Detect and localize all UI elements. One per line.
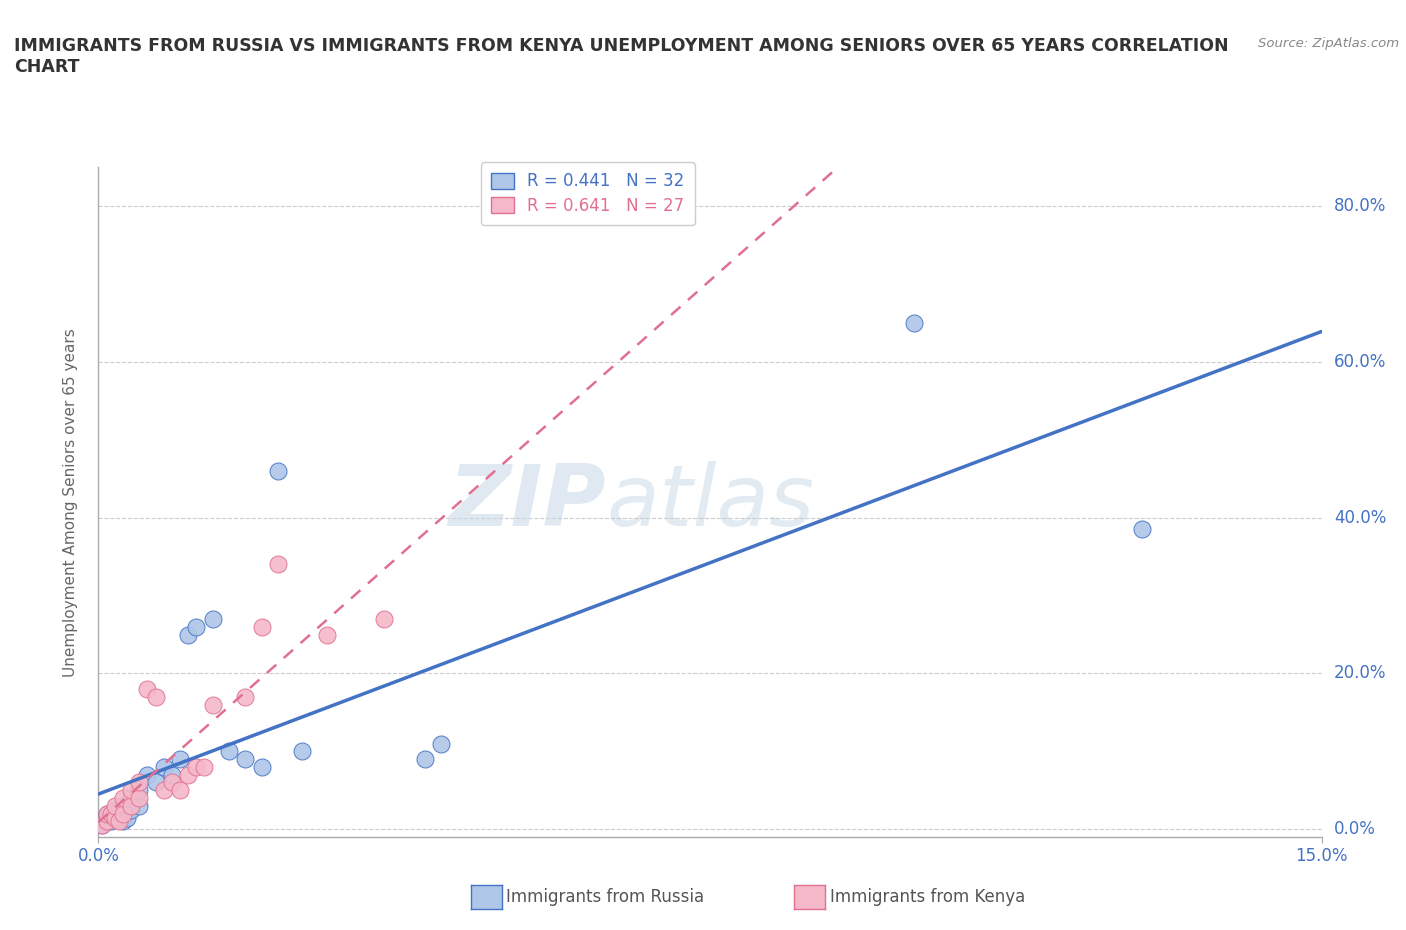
Text: atlas: atlas: [606, 460, 814, 544]
Point: [111, 806, 134, 821]
Point: [111, 790, 134, 805]
Point: [136, 682, 159, 697]
Text: 20.0%: 20.0%: [1334, 665, 1386, 683]
Point: [111, 806, 134, 821]
Text: Source: ZipAtlas.com: Source: ZipAtlas.com: [1258, 37, 1399, 50]
Text: IMMIGRANTS FROM RUSSIA VS IMMIGRANTS FROM KENYA UNEMPLOYMENT AMONG SENIORS OVER : IMMIGRANTS FROM RUSSIA VS IMMIGRANTS FRO…: [14, 37, 1229, 76]
Point: [128, 790, 150, 805]
Point: [250, 619, 273, 634]
Point: [96, 806, 118, 821]
Point: [136, 767, 159, 782]
Legend: R = 0.441   N = 32, R = 0.641   N = 27: R = 0.441 N = 32, R = 0.641 N = 27: [481, 163, 695, 225]
Point: [160, 767, 183, 782]
Point: [96, 814, 118, 829]
Point: [91, 817, 114, 832]
Point: [169, 783, 191, 798]
Point: [115, 810, 138, 825]
Point: [373, 612, 395, 627]
Point: [111, 799, 134, 814]
Point: [128, 775, 150, 790]
Text: Immigrants from Russia: Immigrants from Russia: [506, 888, 704, 907]
Y-axis label: Unemployment Among Seniors over 65 years: Unemployment Among Seniors over 65 years: [63, 328, 77, 677]
Point: [201, 612, 224, 627]
Point: [152, 783, 174, 798]
Point: [152, 760, 174, 775]
Point: [120, 803, 142, 817]
Point: [128, 783, 150, 798]
Point: [120, 790, 142, 805]
Text: 80.0%: 80.0%: [1334, 197, 1386, 216]
Text: 60.0%: 60.0%: [1334, 353, 1386, 371]
Point: [91, 817, 114, 832]
Text: 0.0%: 0.0%: [1334, 820, 1375, 838]
Point: [145, 775, 167, 790]
Point: [104, 810, 127, 825]
Point: [108, 806, 131, 821]
Point: [169, 751, 191, 766]
Point: [100, 806, 122, 821]
Point: [186, 619, 208, 634]
Point: [160, 775, 183, 790]
Point: [120, 799, 142, 814]
Point: [96, 814, 118, 829]
Point: [201, 698, 224, 712]
Point: [903, 315, 925, 330]
Point: [104, 810, 127, 825]
Point: [128, 799, 150, 814]
Point: [96, 806, 118, 821]
Point: [108, 814, 131, 829]
Point: [104, 799, 127, 814]
Point: [267, 557, 290, 572]
Point: [218, 744, 240, 759]
Point: [104, 803, 127, 817]
Point: [177, 627, 200, 642]
Point: [1130, 522, 1153, 537]
Point: [233, 689, 256, 704]
Point: [111, 814, 134, 829]
Text: 40.0%: 40.0%: [1334, 509, 1386, 526]
Text: ZIP: ZIP: [449, 460, 606, 544]
Point: [315, 627, 337, 642]
Point: [233, 751, 256, 766]
Point: [250, 760, 273, 775]
Point: [120, 783, 142, 798]
Text: Immigrants from Kenya: Immigrants from Kenya: [830, 888, 1025, 907]
Point: [291, 744, 314, 759]
Point: [186, 760, 208, 775]
Point: [193, 760, 215, 775]
Point: [430, 737, 453, 751]
Point: [100, 814, 122, 829]
Point: [267, 464, 290, 479]
Point: [145, 689, 167, 704]
Point: [413, 751, 436, 766]
Point: [177, 767, 200, 782]
